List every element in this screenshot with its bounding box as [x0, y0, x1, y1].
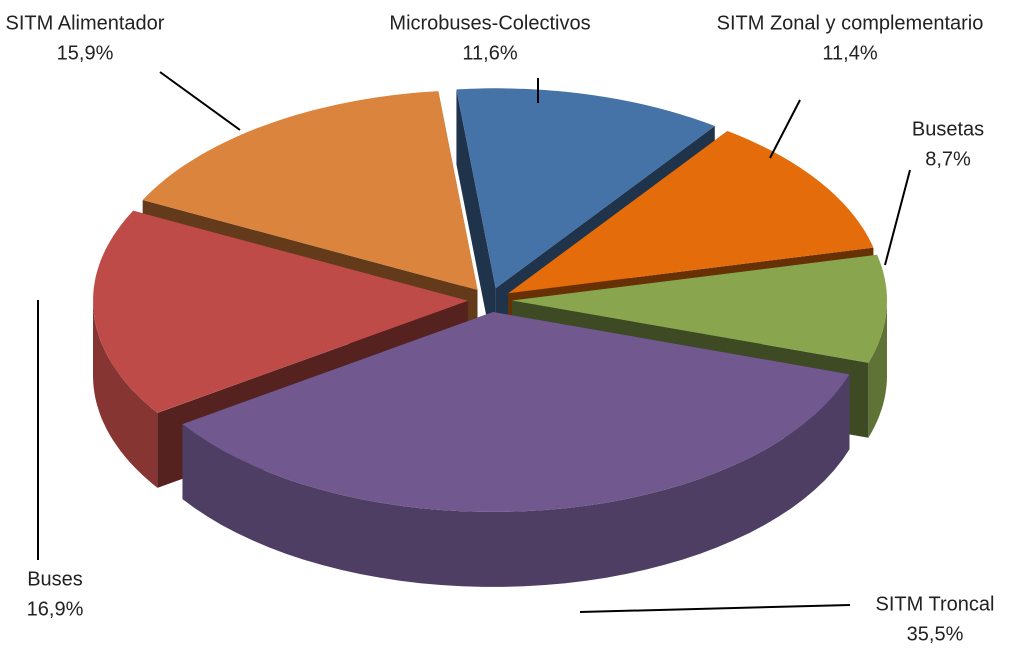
- category-label: SITM Zonal y complementario: [717, 12, 984, 34]
- category-label: SITM Alimentador: [6, 12, 165, 34]
- category-label: SITM Troncal: [876, 593, 995, 615]
- value-label: 8,7%: [925, 148, 971, 170]
- slice-wall: [93, 300, 158, 488]
- category-label: Busetas: [912, 118, 984, 140]
- slice-wall: [868, 300, 887, 438]
- leader-line: [884, 169, 911, 266]
- slice: [456, 88, 715, 289]
- value-label: 15,9%: [57, 42, 114, 64]
- category-label: Microbuses-Colectivos: [389, 12, 590, 34]
- value-label: 16,9%: [27, 598, 84, 620]
- value-label: 35,5%: [907, 623, 964, 645]
- leader-line: [159, 71, 241, 131]
- slice: [142, 91, 478, 291]
- slice: [511, 254, 887, 363]
- leader-line: [769, 99, 801, 159]
- slice: [182, 311, 850, 512]
- slice: [508, 131, 874, 294]
- value-label: 11,4%: [822, 42, 877, 64]
- pie-tops: [93, 88, 887, 512]
- leader-line: [579, 604, 851, 613]
- category-label: Buses: [27, 568, 83, 590]
- labels: Microbuses-Colectivos 11,6% SITM Zonal y c…: [6, 12, 995, 645]
- slice: [93, 210, 469, 413]
- slice-wall: [182, 374, 850, 587]
- slice-side: [456, 89, 496, 364]
- value-label: 11,6%: [462, 42, 517, 64]
